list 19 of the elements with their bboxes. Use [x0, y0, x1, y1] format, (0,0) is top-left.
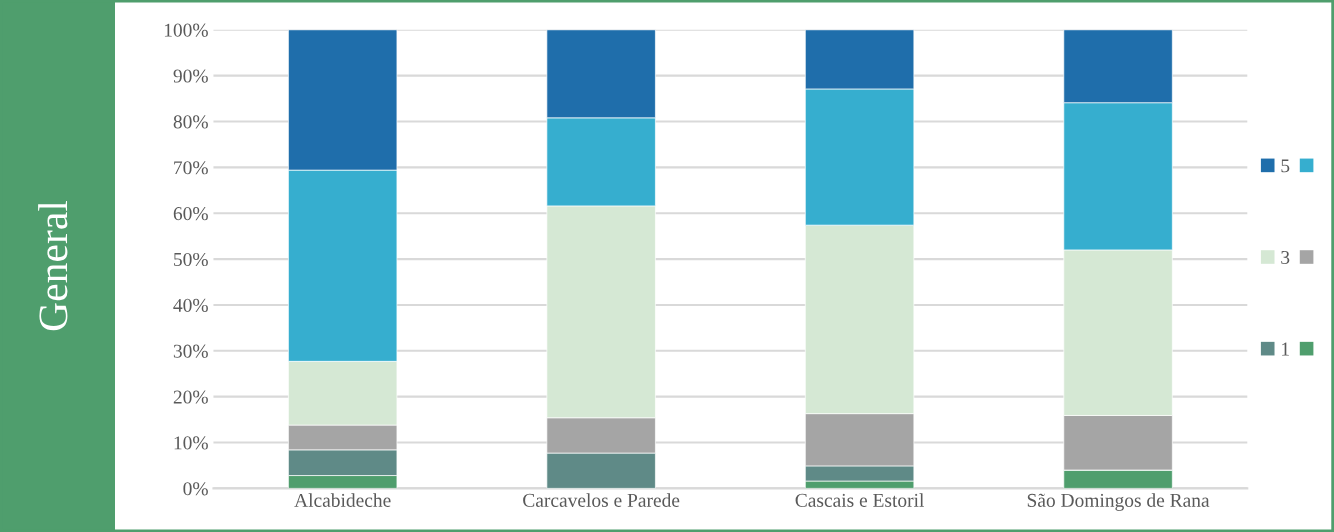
legend-label: 3	[1281, 250, 1290, 265]
legend-label: 1	[1282, 342, 1289, 356]
y-tick-label: 30%	[173, 344, 208, 358]
y-tick-label: 10%	[174, 436, 208, 450]
y-tick-label: 40%	[173, 298, 208, 312]
y-tick-label: 50%	[174, 252, 208, 267]
legend-label: 5	[1281, 159, 1290, 173]
x-tick-label: Carcavelos e Parede	[523, 493, 680, 507]
x-tick-label: São Domingos de Rana	[1027, 493, 1210, 511]
y-tick-label: 60%	[173, 207, 208, 221]
x-tick-label: Cascais e Estoril	[795, 493, 924, 507]
y-tick-label: 100%	[164, 23, 208, 37]
y-tick-label: 90%	[173, 69, 208, 83]
y-tick-label: 20%	[173, 390, 208, 404]
x-tick-label: Alcabideche	[294, 493, 391, 507]
text: General	[38, 200, 68, 331]
y-tick-label: 80%	[173, 115, 208, 129]
y-tick-label: 0%	[183, 482, 208, 496]
y-tick-label: 70%	[174, 161, 208, 175]
